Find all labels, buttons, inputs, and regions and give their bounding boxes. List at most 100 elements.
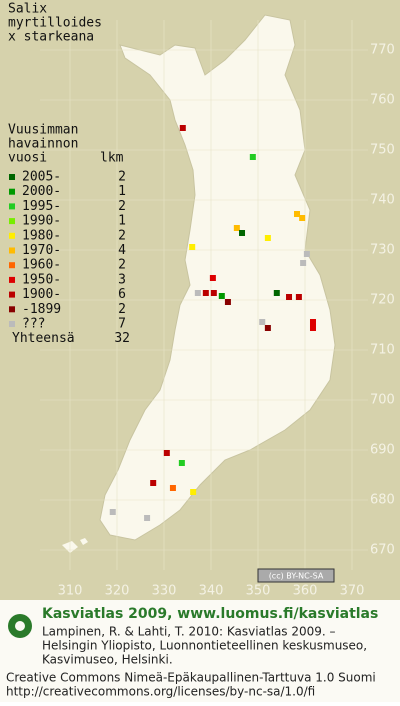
record: [295, 294, 302, 300]
legend-count: 1: [118, 184, 126, 199]
map-title: myrtilloides: [8, 16, 102, 31]
finland-outline: [99, 14, 336, 541]
record: [169, 485, 176, 491]
record: [209, 275, 216, 281]
x-tick-label: 320: [105, 584, 130, 599]
legend-count: 7: [118, 317, 126, 332]
legend-count: 2: [118, 170, 126, 185]
legend-label: 2000-: [22, 184, 61, 199]
legend-count: 2: [118, 258, 126, 273]
cc-badge: (cc) BY-NC-SA: [257, 568, 335, 583]
legend-label: 1970-: [22, 243, 61, 258]
y-tick-label: 740: [370, 193, 395, 208]
legend-count: 2: [118, 199, 126, 214]
legend-swatch: [9, 306, 15, 313]
legend-header: havainnon: [8, 137, 78, 152]
legend-count: 1: [118, 214, 126, 229]
record: [300, 260, 307, 266]
legend-swatch: [9, 188, 15, 195]
legend-swatch: [9, 203, 15, 210]
legend-count: 4: [118, 243, 126, 258]
y-tick-label: 760: [370, 93, 395, 108]
badge-box: [257, 568, 335, 583]
legend-label: -1899: [22, 302, 61, 317]
record: [249, 154, 256, 160]
total-label: Yhteensä: [12, 331, 75, 346]
y-tick-label: 720: [370, 293, 395, 308]
legend-count: 2: [118, 228, 126, 243]
legend-swatch: [9, 276, 15, 283]
legend-label: 1980-: [22, 228, 61, 243]
record: [259, 319, 266, 325]
footer-background: [0, 600, 400, 702]
record: [239, 230, 246, 236]
x-tick-label: 350: [246, 584, 271, 599]
record: [264, 325, 271, 331]
legend-label: 1995-: [22, 199, 61, 214]
legend-label: 1990-: [22, 214, 61, 229]
x-tick-label: 340: [199, 584, 224, 599]
x-tick-label: 330: [152, 584, 177, 599]
legend-swatch: [9, 262, 15, 269]
record: [189, 244, 196, 250]
y-tick-label: 730: [370, 243, 395, 258]
y-tick-label: 670: [370, 543, 395, 558]
citation: Kasvimuseo, Helsinki.: [42, 653, 173, 667]
record: [194, 290, 201, 296]
legend-count-header: lkm: [100, 151, 124, 166]
record: [210, 290, 217, 296]
aland-islands: [62, 538, 88, 553]
record: [273, 290, 280, 296]
legend-swatch: [9, 247, 15, 254]
legend-header: vuosi: [8, 151, 47, 166]
legend-swatch: [9, 232, 15, 239]
legend-swatch: [9, 174, 15, 180]
x-tick-label: 310: [58, 584, 83, 599]
record: [264, 235, 271, 241]
citation: Helsingin Yliopisto, Luonnontieteellinen…: [42, 639, 367, 653]
record: [163, 450, 170, 456]
y-tick-label: 770: [370, 43, 395, 58]
y-tick-label: 710: [370, 343, 395, 358]
record: [178, 460, 185, 466]
x-tick-label: 360: [293, 584, 318, 599]
record: [190, 489, 197, 495]
x-tick-label: 370: [340, 584, 365, 599]
map-title: Salix: [8, 2, 47, 17]
legend-label: 1950-: [22, 272, 61, 287]
legend-count: 2: [118, 302, 126, 317]
legend-label: 1960-: [22, 258, 61, 273]
badge-text: (cc) BY-NC-SA: [269, 572, 324, 581]
record: [202, 290, 209, 296]
legend-count: 3: [118, 272, 126, 287]
record: [309, 325, 316, 331]
record: [144, 515, 151, 521]
record: [218, 293, 225, 299]
legend-header: Vuusimman: [8, 123, 78, 138]
grid: 310 320 330 340 350 360 370 670 680 690 700 710 720 7…: [40, 20, 395, 599]
footer-heading: Kasviatlas 2009, www.luomus.fi/kasviatla…: [42, 606, 378, 622]
records: [109, 125, 316, 521]
record: [150, 480, 157, 486]
record: [286, 294, 293, 300]
license: Creative Commons Nimeä-Epäkaupallinen-Ta…: [6, 671, 376, 685]
total-count: 32: [114, 331, 130, 346]
legend-label: 2005-: [22, 170, 61, 185]
legend-swatch: [9, 321, 15, 327]
y-tick-label: 680: [370, 493, 395, 508]
record: [309, 319, 316, 325]
record: [233, 225, 240, 231]
record: [109, 509, 116, 515]
legend-count: 6: [118, 287, 126, 302]
record: [303, 251, 310, 257]
legend-label: 1900-: [22, 287, 61, 302]
record: [179, 125, 186, 131]
y-tick-label: 690: [370, 443, 395, 458]
license: http://creativecommons.org/licenses/by-n…: [6, 685, 315, 699]
legend-swatch: [9, 218, 15, 225]
map-title: x starkeana: [8, 30, 94, 45]
logo: [8, 614, 32, 638]
record: [224, 299, 231, 305]
